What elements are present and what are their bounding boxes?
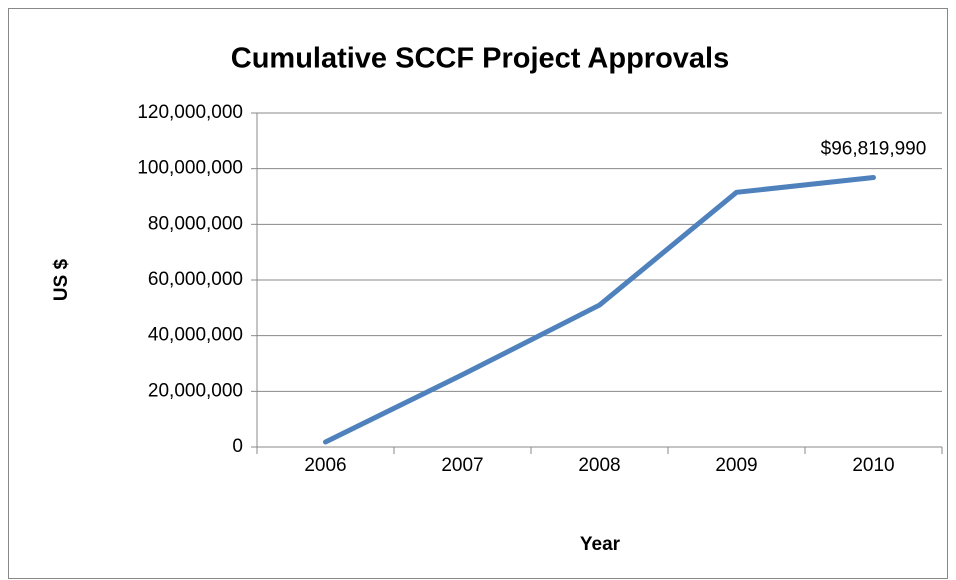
y-axis-title: US $ xyxy=(51,258,72,301)
y-tick-label: 60,000,000 xyxy=(148,269,243,290)
y-tick-label: 100,000,000 xyxy=(137,158,243,179)
x-axis-title: Year xyxy=(580,534,621,555)
y-tick-label: 40,000,000 xyxy=(148,325,243,346)
x-tick-label: 2006 xyxy=(304,455,346,476)
y-tick-label: 20,000,000 xyxy=(148,380,243,401)
x-tick-label: 2008 xyxy=(578,455,620,476)
data-label: $96,819,990 xyxy=(821,139,927,160)
x-tick-label: 2009 xyxy=(715,455,757,476)
line-series xyxy=(323,175,876,445)
y-tick-label: 120,000,000 xyxy=(137,102,243,123)
y-tick-label: 80,000,000 xyxy=(148,213,243,234)
chart-border xyxy=(8,8,948,579)
chart-title: Cumulative SCCF Project Approvals xyxy=(231,43,729,75)
x-tick-label: 2007 xyxy=(441,455,483,476)
x-tick-label: 2010 xyxy=(852,455,894,476)
y-tick-label: 0 xyxy=(232,436,243,457)
